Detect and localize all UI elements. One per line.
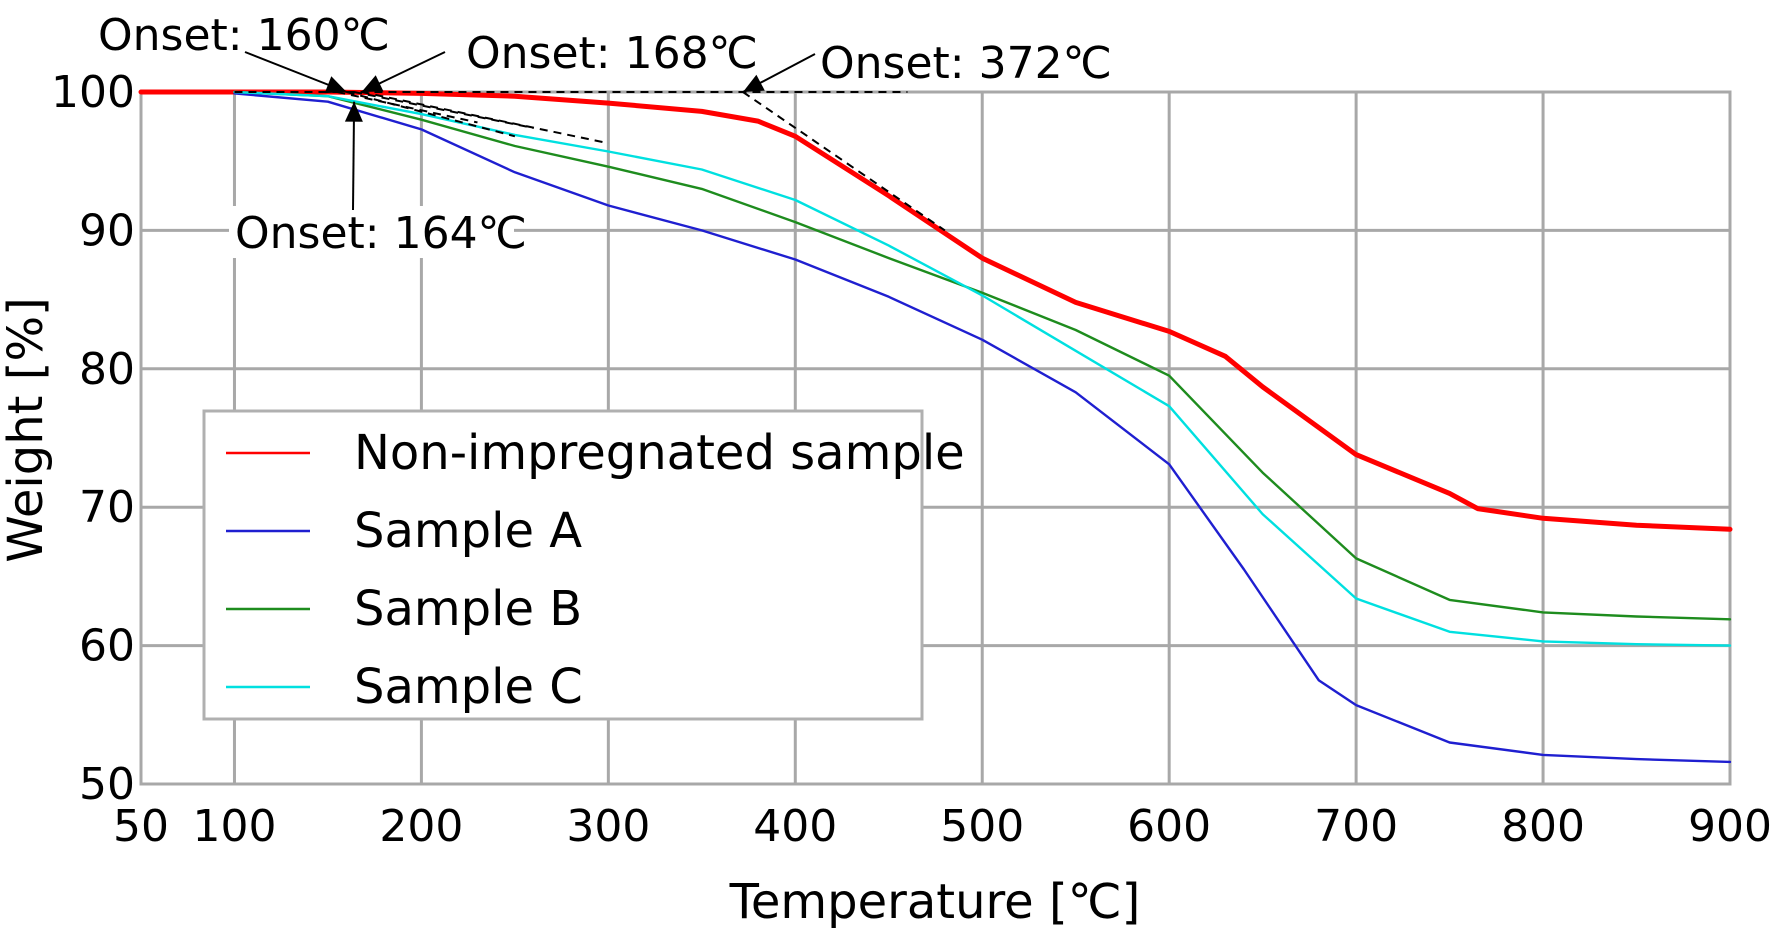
onset-tangent <box>337 91 478 124</box>
y-tick-label: 90 <box>79 205 135 256</box>
onset-tangent <box>346 91 516 138</box>
x-tick-label: 700 <box>1314 801 1398 852</box>
annotation-background <box>814 36 1099 88</box>
x-tick-label: 50 <box>113 801 169 852</box>
plot-frame <box>139 90 1732 786</box>
x-tick-label: 100 <box>192 801 276 852</box>
onset-label: Onset: 372℃ <box>820 38 1112 89</box>
onset-label: Onset: 164℃ <box>235 208 527 259</box>
legend-label-2: Sample A <box>354 503 582 559</box>
annotation-arrowhead <box>361 75 384 92</box>
annotation-arrowhead <box>743 74 765 92</box>
legend-label-3: Sample B <box>354 581 582 637</box>
y-axis-title: Weight [%] <box>0 297 54 563</box>
y-tick-label: 60 <box>79 621 135 672</box>
legend: Non-impregnated sample Sample A Sample B Sa… <box>202 409 965 721</box>
x-tick-label: 600 <box>1127 801 1211 852</box>
legend-box <box>202 409 924 721</box>
annotation-arrowhead <box>324 76 347 94</box>
onset-label: Onset: 160℃ <box>98 10 390 61</box>
y-tick-label: 100 <box>51 67 135 118</box>
onset-tangent <box>361 91 609 145</box>
y-tick-label: 80 <box>79 344 135 395</box>
series-line-3 <box>233 90 1732 621</box>
legend-label-4: Sample C <box>354 659 583 715</box>
series-line-1 <box>138 89 1733 532</box>
x-tick-label: 900 <box>1688 801 1772 852</box>
onset-tangent <box>742 91 946 232</box>
x-tick-label: 400 <box>753 801 837 852</box>
onset-label: Onset: 168℃ <box>466 28 758 79</box>
x-axis-title: Temperature [℃] <box>729 874 1141 930</box>
x-tick-label: 800 <box>1501 801 1585 852</box>
series-line-2 <box>233 92 1732 764</box>
onset-annotations: Onset: 160℃ Onset: 168℃ Onset: 372℃ Onset: … <box>98 10 1112 259</box>
tick-labels: 50 100 200 300 400 500 600 700 800 900 50 60 70 80 90 1… <box>51 67 1772 852</box>
y-tick-label: 70 <box>79 482 135 533</box>
y-tick-label: 50 <box>79 759 135 810</box>
x-tick-label: 500 <box>940 801 1024 852</box>
legend-label-1: Non-impregnated sample <box>354 425 965 481</box>
x-tick-label: 200 <box>379 801 463 852</box>
annotation-background <box>229 206 514 258</box>
x-tick-label: 300 <box>566 801 650 852</box>
annotation-arrowhead <box>344 101 363 122</box>
